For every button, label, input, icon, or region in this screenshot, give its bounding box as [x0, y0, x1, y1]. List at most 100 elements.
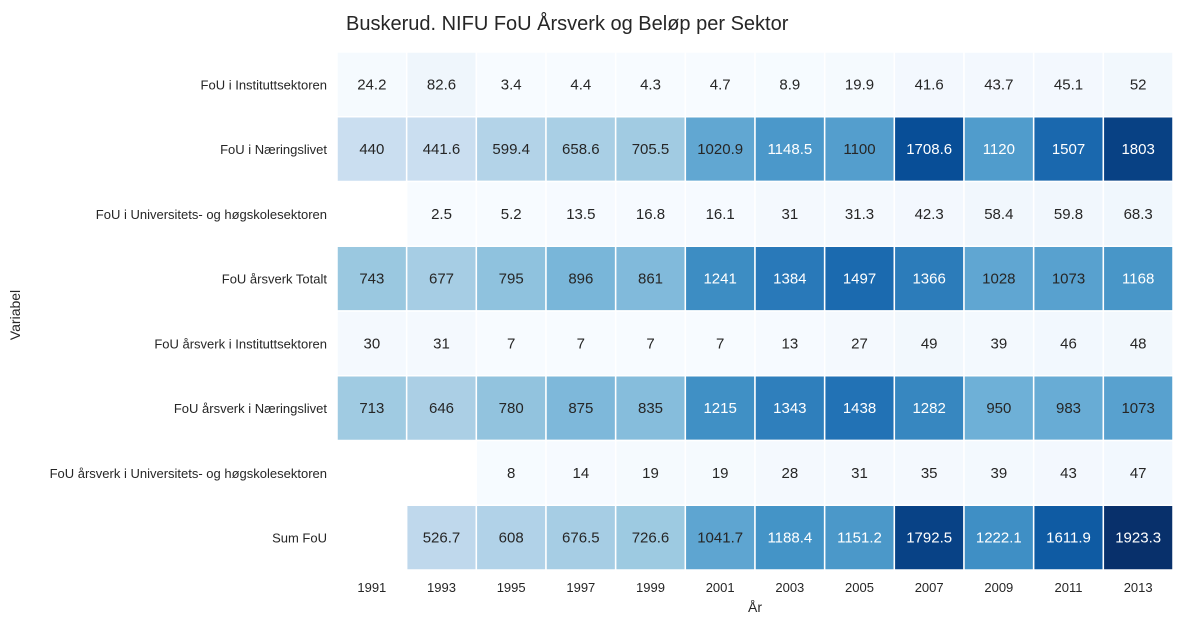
cell-value-label: 526.7	[423, 530, 461, 547]
x-tick-label: 1991	[357, 580, 386, 595]
heatmap-cell	[1102, 51, 1174, 118]
heatmap-cell	[336, 245, 408, 312]
row-label: FoU i Instituttsektoren	[201, 77, 327, 92]
cell-value-label: 1168	[1122, 271, 1154, 288]
cell-value-label: 713	[359, 400, 384, 417]
heatmap-cell	[963, 245, 1035, 312]
cell-value-label: 1384	[773, 271, 806, 288]
cell-value-label: 599.4	[492, 141, 530, 158]
cell-value-label: 5.2	[501, 206, 522, 223]
cell-value-label: 1151.2	[837, 530, 882, 547]
cell-value-label: 8.9	[779, 76, 800, 93]
cell-value-label: 1028	[982, 271, 1015, 288]
cell-value-label: 47	[1130, 465, 1147, 482]
cell-value-label: 440	[359, 141, 384, 158]
heatmap-cell	[684, 51, 756, 118]
heatmap-cell	[405, 504, 478, 571]
cell-value-label: 2.5	[431, 206, 452, 223]
cell-value-label: 48	[1130, 335, 1147, 352]
cell-value-label: 743	[359, 271, 384, 288]
cell-value-label: 49	[921, 335, 938, 352]
cell-value-label: 8	[507, 465, 515, 482]
heatmap-cell	[893, 310, 965, 377]
x-tick-label: 2003	[775, 580, 804, 595]
heatmap-cell	[405, 116, 478, 183]
cell-value-label: 7	[577, 335, 585, 352]
heatmap-cell	[1102, 504, 1174, 571]
cell-value-label: 1708.6	[906, 141, 952, 158]
cell-value-label: 43	[1060, 465, 1077, 482]
heatmap-cell	[545, 504, 617, 571]
x-tick-label: 2013	[1124, 580, 1153, 595]
heatmap-cell	[684, 439, 756, 506]
heatmap-cell	[754, 439, 826, 506]
heatmap-cell	[1102, 439, 1174, 506]
cell-value-label: 1507	[1052, 141, 1085, 158]
cell-value-label: 646	[429, 400, 454, 417]
cell-value-label: 676.5	[562, 530, 600, 547]
heatmap-cell	[684, 116, 756, 183]
cell-value-label: 441.6	[423, 141, 461, 158]
cell-value-label: 983	[1056, 400, 1081, 417]
heatmap-cell	[963, 51, 1035, 118]
heatmap-cell	[893, 504, 965, 571]
cell-value-label: 68.3	[1124, 206, 1153, 223]
cell-value-label: 7	[507, 335, 515, 352]
x-axis-label: År	[748, 599, 762, 615]
chart-title: Buskerud. NIFU FoU Årsverk og Beløp per …	[346, 12, 789, 35]
heatmap-cell	[614, 375, 687, 442]
cell-value-label: 39	[990, 335, 1007, 352]
heatmap-cell	[475, 310, 547, 377]
heatmap-cell	[614, 439, 687, 506]
heatmap-cell	[336, 51, 408, 118]
cell-value-label: 31	[851, 465, 868, 482]
cell-value-label: 950	[986, 400, 1011, 417]
heatmap-cell	[614, 504, 687, 571]
heatmap-cell	[545, 245, 617, 312]
cell-value-label: 28	[781, 465, 798, 482]
heatmap-cell	[545, 180, 617, 247]
heatmap-cell	[823, 245, 896, 312]
heatmap-cell	[823, 504, 896, 571]
heatmap-cell	[614, 116, 687, 183]
cell-value-label: 16.1	[706, 206, 735, 223]
cell-value-label: 39	[990, 465, 1007, 482]
heatmap-cell	[1102, 245, 1174, 312]
cell-value-label: 13.5	[566, 206, 595, 223]
cell-value-label: 45.1	[1054, 76, 1083, 93]
cell-value-label: 1073	[1121, 400, 1154, 417]
cell-value-label: 1366	[912, 271, 945, 288]
cell-value-label: 1497	[843, 271, 876, 288]
row-label: FoU årsverk i Instituttsektoren	[154, 336, 327, 351]
cell-value-label: 52	[1130, 76, 1147, 93]
cell-value-label: 1282	[912, 400, 945, 417]
cell-value-label: 705.5	[632, 141, 670, 158]
cell-value-label: 726.6	[632, 530, 670, 547]
cell-value-label: 4.3	[640, 76, 661, 93]
cell-value-label: 1611.9	[1046, 530, 1091, 547]
cell-value-label: 1120	[983, 141, 1015, 158]
heatmap-cell	[405, 375, 478, 442]
cell-value-label: 19	[712, 465, 729, 482]
heatmap-cell	[475, 439, 547, 506]
y-axis-label: Variabel	[7, 290, 23, 340]
cell-value-label: 1803	[1121, 141, 1154, 158]
cell-value-label: 19	[642, 465, 659, 482]
cell-value-label: 31.3	[845, 206, 874, 223]
x-tick-label: 1995	[497, 580, 526, 595]
x-tick-label: 2005	[845, 580, 874, 595]
cell-value-label: 30	[363, 335, 380, 352]
heatmap-cell	[1032, 375, 1105, 442]
cell-value-label: 795	[499, 271, 524, 288]
cell-value-label: 861	[638, 271, 663, 288]
heatmap-cell	[893, 439, 965, 506]
cell-value-label: 1073	[1052, 271, 1085, 288]
x-tick-label: 1997	[566, 580, 595, 595]
row-label: FoU årsverk Totalt	[222, 272, 328, 287]
cell-value-label: 42.3	[915, 206, 944, 223]
heatmap-cell	[963, 375, 1035, 442]
cell-value-label: 1241	[703, 271, 736, 288]
heatmap-cell	[405, 245, 478, 312]
